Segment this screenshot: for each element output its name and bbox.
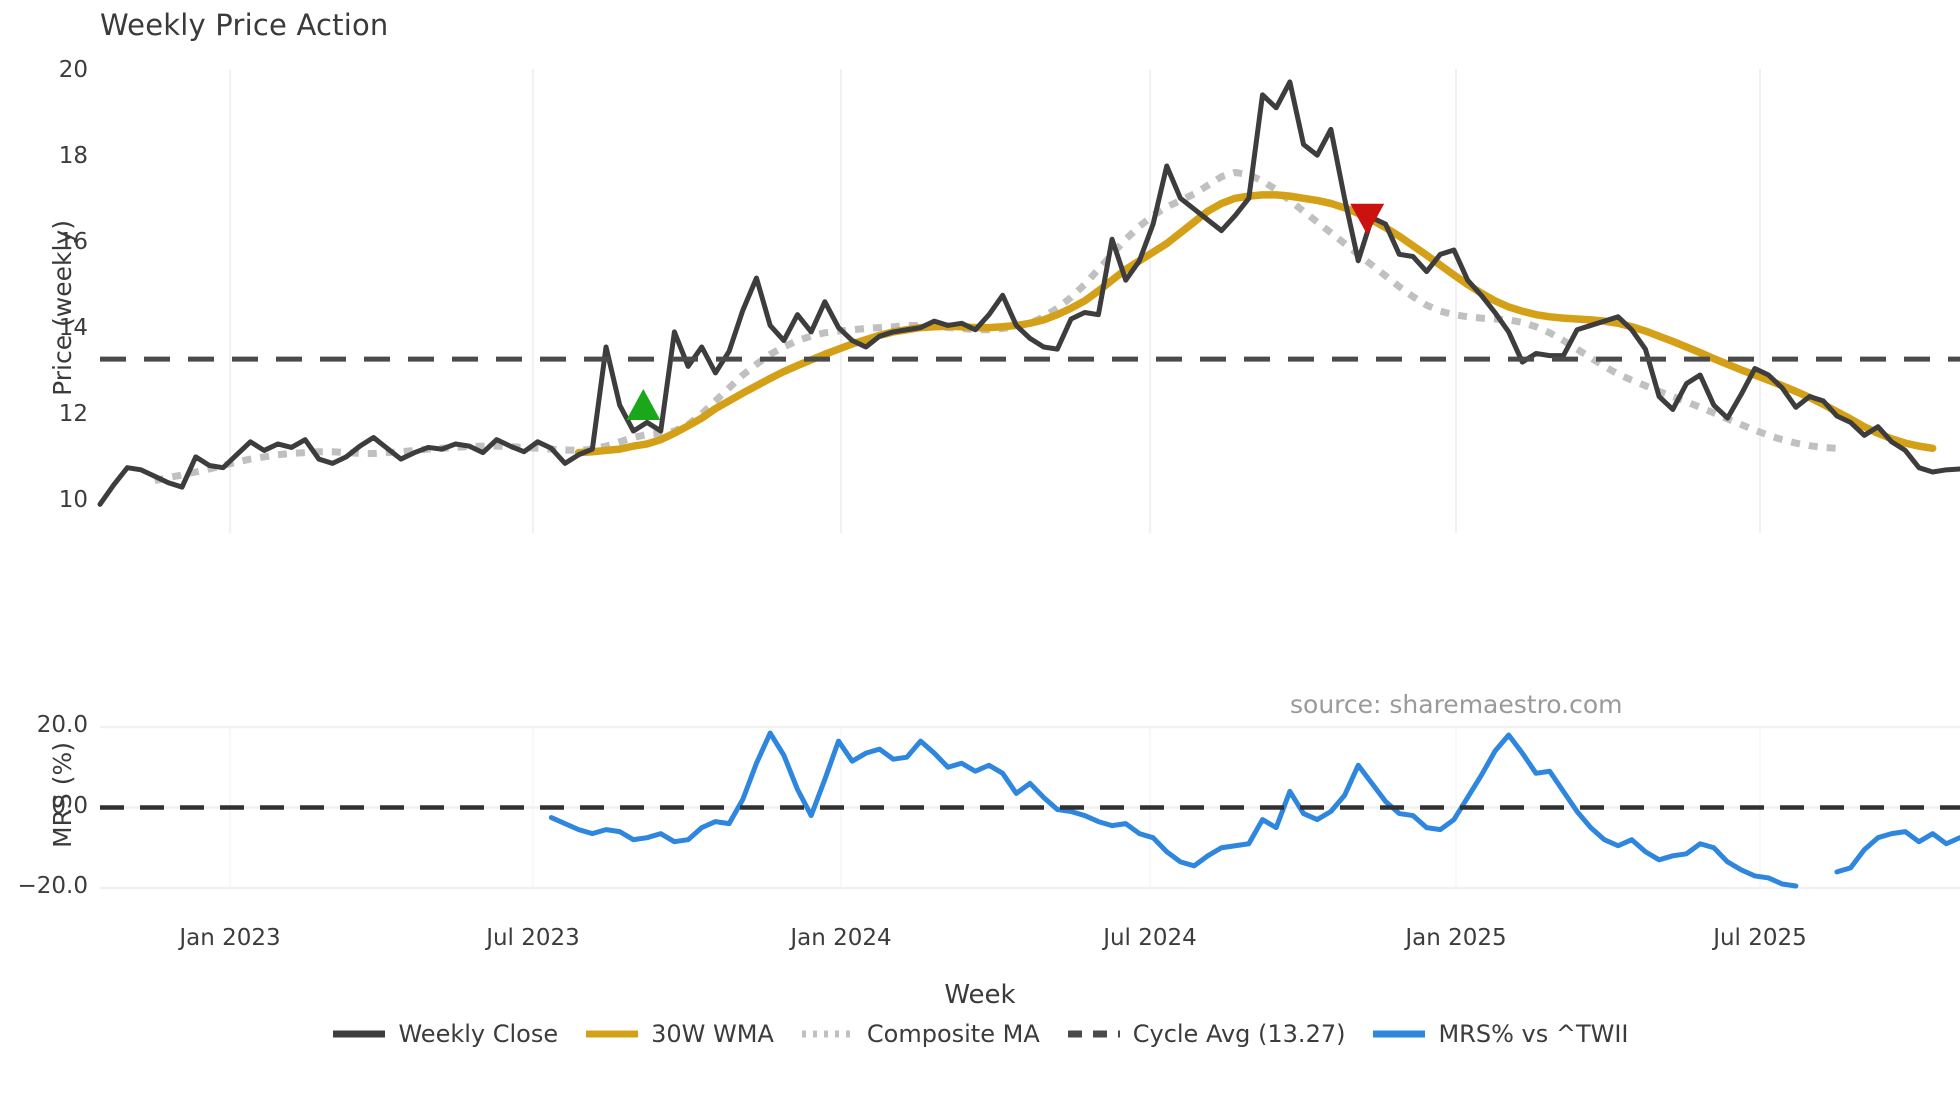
buy-signal-marker (626, 389, 661, 420)
legend-swatch-icon (333, 1030, 386, 1038)
series-mrs-vs-twii (548, 730, 1960, 889)
legend-swatch-icon (1373, 1030, 1426, 1038)
legend-entry-1[interactable]: 30W WMA (584, 1020, 774, 1048)
xtick-jul-2025: Jul 2025 (1713, 925, 1807, 951)
price-ytick-16: 16 (58, 229, 88, 255)
legend-swatch-icon (1067, 1030, 1120, 1038)
legend-entry-3[interactable]: Cycle Avg (13.27) (1066, 1020, 1346, 1048)
legend-label: Composite MA (866, 1020, 1040, 1048)
legend-label: MRS% vs ^TWII (1438, 1020, 1629, 1048)
series-30w-wma (574, 191, 1937, 457)
price-ytick-12: 12 (58, 401, 88, 427)
legend-label: Weekly Close (398, 1020, 559, 1048)
series-weekly-close (97, 79, 1960, 507)
source-watermark: source: sharemaestro.com (1290, 690, 1623, 719)
price-ytick-20: 20 (58, 57, 88, 83)
legend-label: 30W WMA (651, 1020, 774, 1048)
chart-legend: Weekly Close 30W WMA Composite MA Cycle Avg… (0, 1020, 1960, 1048)
signal-markers (626, 203, 1385, 420)
price-panel-series (97, 79, 1960, 507)
legend-entry-0[interactable]: Weekly Close (331, 1020, 558, 1048)
price-ytick-14: 14 (58, 315, 88, 341)
xtick-jan-2025: Jan 2025 (1405, 925, 1507, 951)
sell-signal-marker (1350, 203, 1385, 235)
xtick-jan-2023: Jan 2023 (179, 925, 281, 951)
mrs-ytick-minus-20: −20.0 (17, 873, 88, 899)
xtick-jul-2024: Jul 2024 (1103, 925, 1197, 951)
price-ytick-18: 18 (58, 143, 88, 169)
legend-entry-4[interactable]: MRS% vs ^TWII (1371, 1020, 1629, 1048)
xtick-jan-2024: Jan 2024 (790, 925, 892, 951)
gridlines (100, 69, 1960, 890)
xtick-jul-2023: Jul 2023 (486, 925, 580, 951)
legend-entry-2[interactable]: Composite MA (800, 1020, 1040, 1048)
mrs-ytick-20: 20.0 (36, 712, 88, 738)
price-ytick-10: 10 (58, 487, 88, 513)
legend-label: Cycle Avg (13.27) (1132, 1020, 1346, 1048)
mrs-panel-series (100, 730, 1960, 889)
legend-swatch-icon (801, 1030, 854, 1038)
chart-title: Weekly Price Action (100, 8, 389, 42)
mrs-ytick-0: 0.0 (51, 793, 88, 819)
legend-swatch-icon (586, 1030, 639, 1038)
x-axis-label: Week (944, 980, 1016, 1010)
